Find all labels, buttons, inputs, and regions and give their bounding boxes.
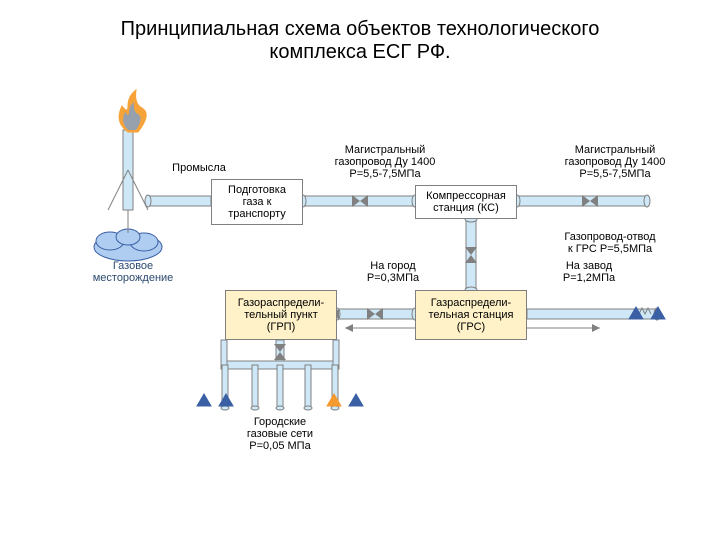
label-branch: Газопровод-отводк ГРС Р=5,5МПа [530,231,690,255]
label-gas_field: Газовоеместорождение [78,260,188,284]
block-ks: Компрессорнаястанция (КС) [415,185,517,219]
block-ks-label: Компрессорнаястанция (КС) [426,190,506,214]
block-grs: Газраспредели-тельная станция(ГРС) [415,290,527,340]
label-mag2: Магистральныйгазопровод Ду 1400Р=5,5-7,5… [540,144,690,180]
label-branch-text: Газопровод-отводк ГРС Р=5,5МПа [564,231,655,255]
label-city_nets-text: Городскиегазовые сетиР=0,05 МПа [247,416,313,452]
label-promysla-text: Промысла [172,162,226,174]
label-to_plant-text: На заводР=1,2МПа [563,260,615,284]
block-grp: Газораспредели-тельный пункт(ГРП) [225,290,337,340]
label-to_city: На городР=0,3МПа [348,260,438,284]
label-gas_field-text: Газовоеместорождение [93,260,174,284]
block-gas_prep-label: Подготовкагаза ктранспорту [228,184,286,220]
label-mag1: Магистральныйгазопровод Ду 1400Р=5,5-7,5… [310,144,460,180]
label-city_nets: Городскиегазовые сетиР=0,05 МПа [225,416,335,452]
label-to_plant: На заводР=1,2МПа [544,260,634,284]
block-grp-label: Газораспредели-тельный пункт(ГРП) [238,297,324,333]
title-line2: комплекса ЕСГ РФ. [269,41,450,63]
label-to_city-text: На городР=0,3МПа [367,260,419,284]
title-line1: Принципиальная схема объектов технологич… [121,18,600,40]
block-gas_prep: Подготовкагаза ктранспорту [211,179,303,225]
page-title: Принципиальная схема объектов технологич… [0,18,720,64]
label-promysla: Промысла [164,162,234,174]
label-mag2-text: Магистральныйгазопровод Ду 1400Р=5,5-7,5… [565,144,666,180]
block-grs-label: Газраспредели-тельная станция(ГРС) [428,297,513,333]
label-mag1-text: Магистральныйгазопровод Ду 1400Р=5,5-7,5… [335,144,436,180]
